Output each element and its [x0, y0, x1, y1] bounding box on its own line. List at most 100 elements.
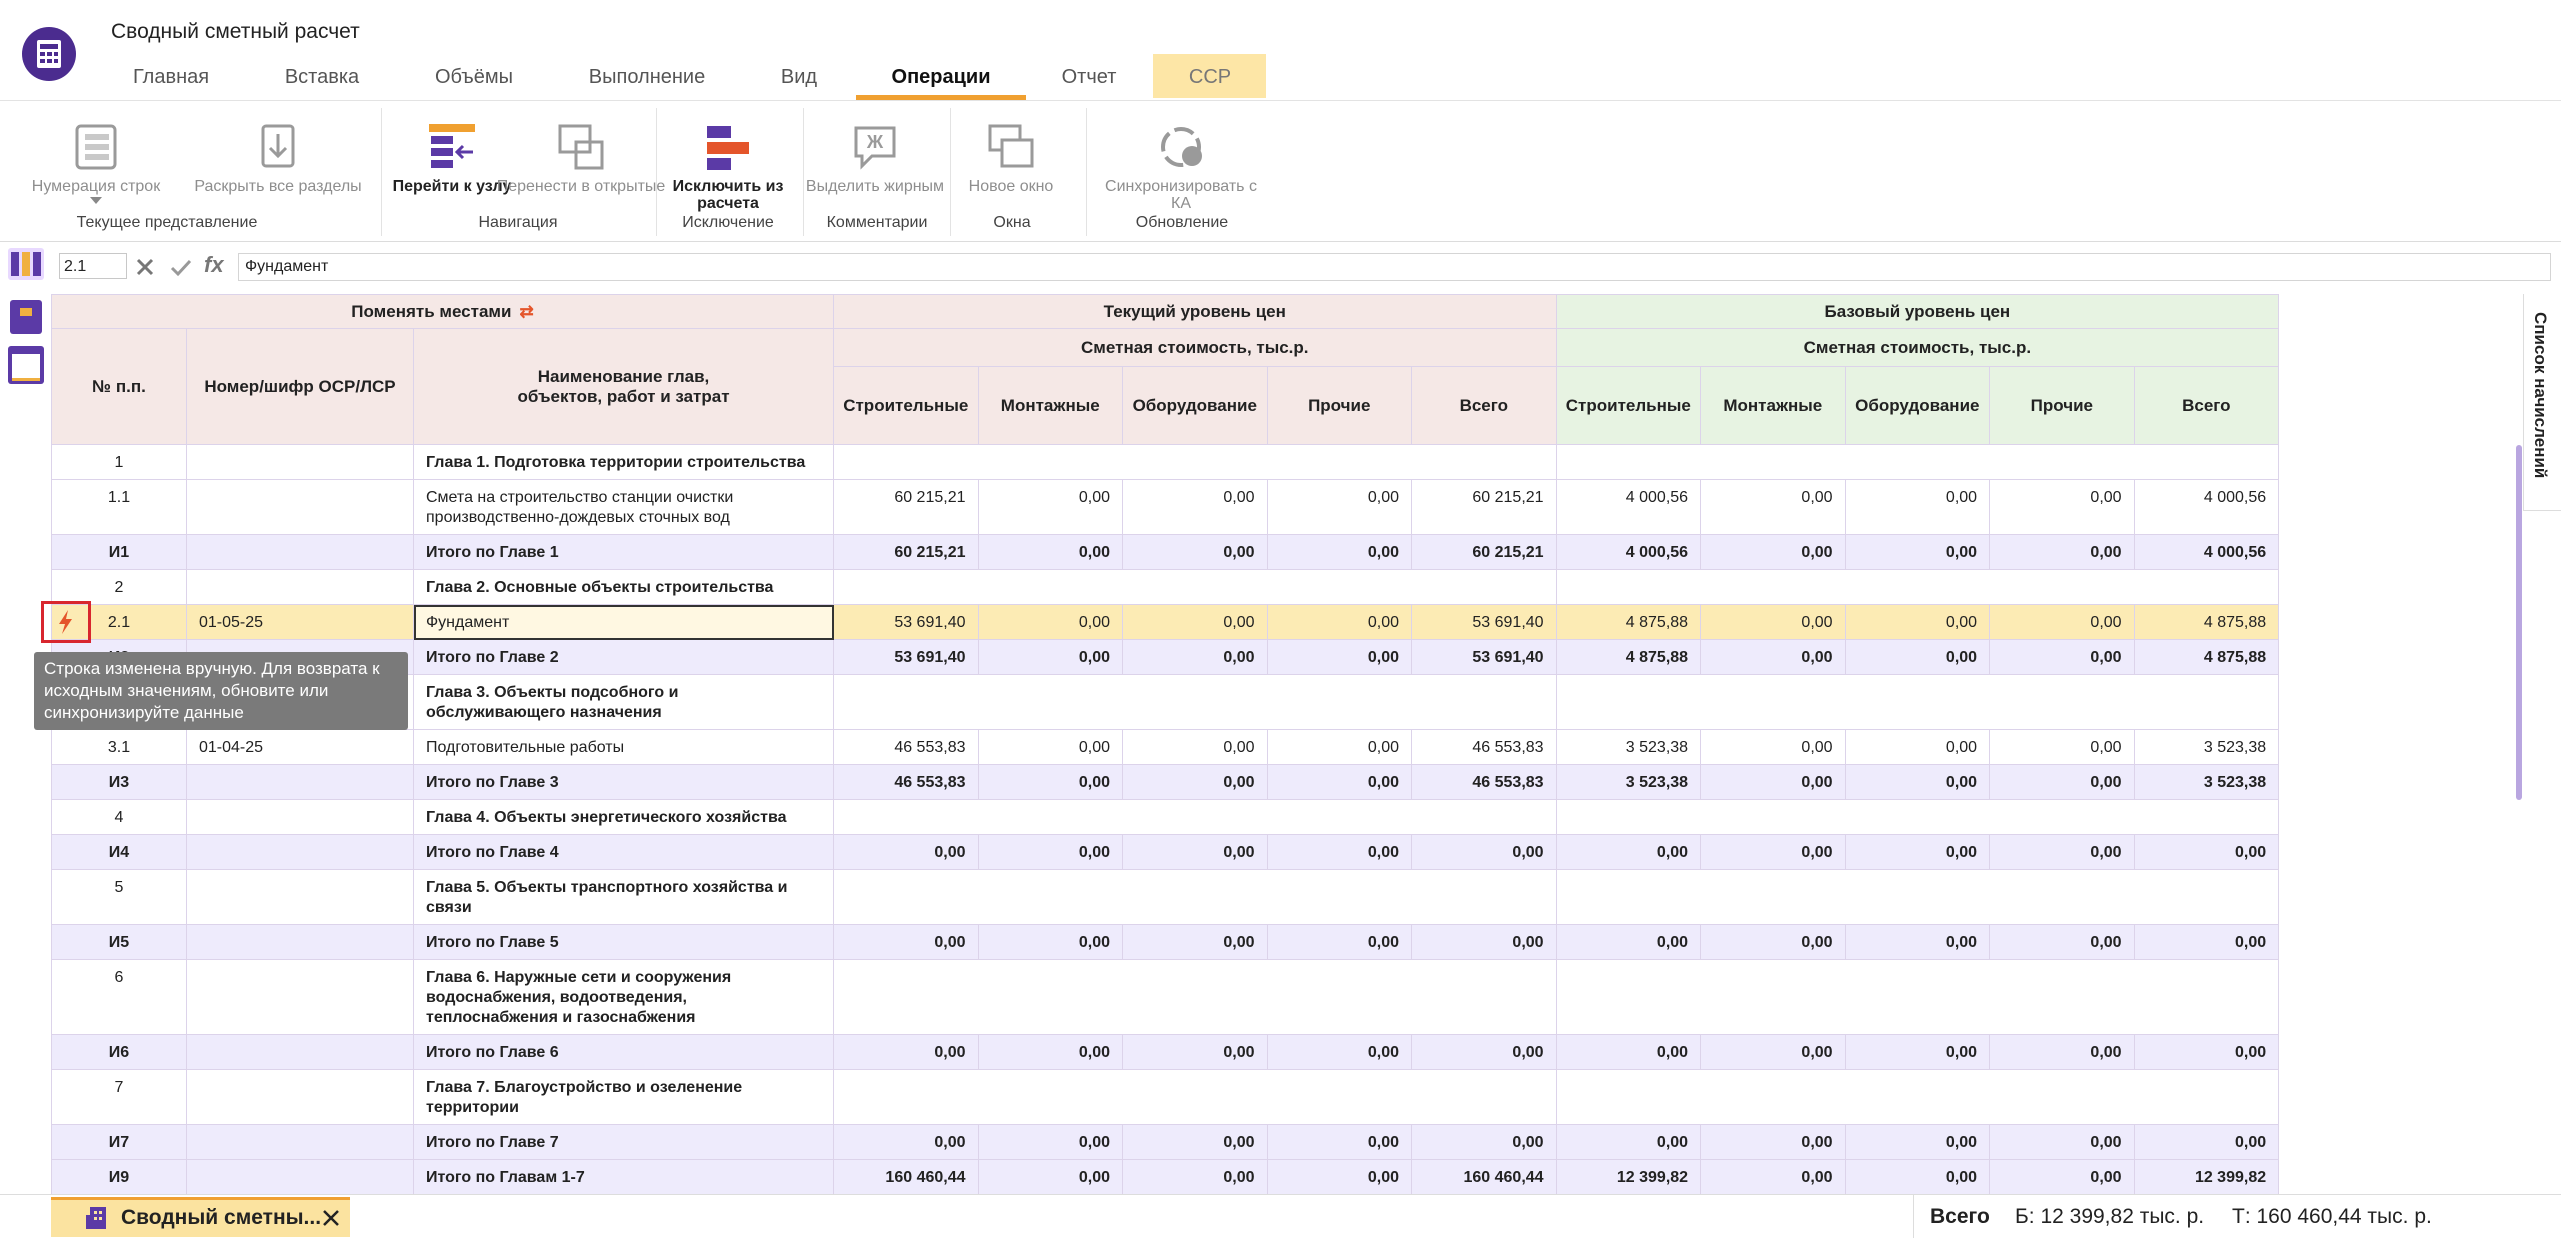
cost-value: 0,00: [2134, 835, 2279, 870]
cost-value: 0,00: [978, 1160, 1123, 1195]
group-label: Навигация: [478, 214, 557, 232]
close-tab[interactable]: [320, 1207, 342, 1229]
menu-tab[interactable]: Главная: [133, 62, 209, 98]
cost-value: 0,00: [978, 535, 1123, 570]
row-code: [187, 800, 414, 835]
table-row[interactable]: И1Итого по Главе 160 215,210,000,000,006…: [52, 535, 2279, 570]
cell-reference[interactable]: 2.1: [59, 253, 127, 279]
cost-value: 0,00: [978, 605, 1123, 640]
table-row[interactable]: И6Итого по Главе 60,000,000,000,000,000,…: [52, 1035, 2279, 1070]
table-row[interactable]: 5Глава 5. Объекты транспортного хозяйств…: [52, 870, 2279, 925]
swap-label[interactable]: Поменять местами: [351, 302, 511, 321]
ribbon-button[interactable]: Исключить из расчета: [643, 122, 813, 212]
button-label: Перенести в открытые: [496, 178, 666, 195]
row-code: [187, 1070, 414, 1125]
cost-empty: [1556, 570, 2279, 605]
table-row[interactable]: 7Глава 7. Благоустройство и озеленение т…: [52, 1070, 2279, 1125]
cost-value: 0,00: [1556, 1125, 1701, 1160]
cost-value: 4 875,88: [2134, 605, 2279, 640]
icon: [71, 122, 121, 172]
cost-value: 0,00: [1701, 835, 1846, 870]
header-cell: Прочие: [1990, 367, 2135, 445]
cost-value: 0,00: [1267, 605, 1412, 640]
cost-value: 0,00: [978, 765, 1123, 800]
swap-icon[interactable]: ⇄: [519, 302, 533, 321]
cost-value: 0,00: [1990, 835, 2135, 870]
table-row[interactable]: И3Итого по Главе 346 553,830,000,000,004…: [52, 765, 2279, 800]
table-row[interactable]: И4Итого по Главе 40,000,000,000,000,000,…: [52, 835, 2279, 870]
cost-value: 0,00: [1845, 1160, 1990, 1195]
row-number: 3.1: [52, 730, 187, 765]
cost-value: 0,00: [1267, 765, 1412, 800]
cost-value: 12 399,82: [2134, 1160, 2279, 1195]
menu-tab[interactable]: Операции: [892, 62, 991, 98]
cost-value: 0,00: [1701, 765, 1846, 800]
cost-value: 0,00: [1267, 835, 1412, 870]
cost-value: 0,00: [1990, 640, 2135, 675]
ribbon-button[interactable]: Перенести в открытые: [496, 122, 666, 195]
cost-value: 0,00: [1845, 730, 1990, 765]
modified-marker[interactable]: [41, 601, 91, 643]
cost-value: 0,00: [1990, 1160, 2135, 1195]
table-row[interactable]: 3.101-04-25Подготовительные работы46 553…: [52, 730, 2279, 765]
cost-value: 0,00: [1701, 1035, 1846, 1070]
ribbon-button[interactable]: Нумерация строк: [11, 122, 181, 204]
cost-value: 0,00: [1412, 1035, 1557, 1070]
table-row[interactable]: 1.1Смета на строительство станции очистк…: [52, 480, 2279, 535]
cost-value: 4 000,56: [1556, 535, 1701, 570]
menu-tab[interactable]: Отчет: [1062, 62, 1117, 98]
row-code: 01-04-25: [187, 730, 414, 765]
cost-value: 0,00: [834, 1125, 979, 1160]
cost-value: 160 460,44: [1412, 1160, 1557, 1195]
scrollbar[interactable]: [2516, 445, 2522, 800]
menu-tab[interactable]: Вставка: [285, 62, 359, 98]
cost-value: 0,00: [1556, 835, 1701, 870]
cost-value: 3 523,38: [2134, 730, 2279, 765]
menu-tab[interactable]: ССР: [1189, 62, 1231, 98]
cost-value: 0,00: [1123, 835, 1268, 870]
ribbon-button[interactable]: Синхронизировать с КА: [1096, 122, 1266, 212]
cost-value: 0,00: [1412, 925, 1557, 960]
button-label: Исключить из расчета: [643, 178, 813, 212]
cost-value: 0,00: [1701, 535, 1846, 570]
cost-value: 0,00: [1123, 605, 1268, 640]
table-row[interactable]: И7Итого по Главе 70,000,000,000,000,000,…: [52, 1125, 2279, 1160]
group-label: Комментарии: [827, 214, 928, 232]
row-number: И6: [52, 1035, 187, 1070]
app-icon: [22, 27, 76, 81]
table-row[interactable]: 1Глава 1. Подготовка территории строител…: [52, 445, 2279, 480]
cost-value: 0,00: [2134, 1035, 2279, 1070]
divider: [0, 241, 2561, 242]
cost-value: 53 691,40: [834, 640, 979, 675]
row-name: Итого по Главе 3: [414, 765, 834, 800]
ribbon-button[interactable]: Раскрыть все разделы: [193, 122, 363, 195]
ribbon-button[interactable]: Новое окно: [926, 122, 1096, 195]
cost-value: 0,00: [1556, 925, 1701, 960]
table-row[interactable]: И5Итого по Главе 50,000,000,000,000,000,…: [52, 925, 2279, 960]
row-code: [187, 765, 414, 800]
table-row[interactable]: 2.101-05-25Фундамент53 691,400,000,000,0…: [52, 605, 2279, 640]
header-cell: Оборудование: [1845, 367, 1990, 445]
cost-value: 0,00: [1123, 925, 1268, 960]
row-name: Итого по Главе 2: [414, 640, 834, 675]
table-row[interactable]: И9Итого по Главам 1-7160 460,440,000,000…: [52, 1160, 2279, 1195]
cost-value: 0,00: [978, 1035, 1123, 1070]
menu-tab[interactable]: Вид: [781, 62, 817, 98]
table-row[interactable]: 2Глава 2. Основные объекты строительства: [52, 570, 2279, 605]
row-name: Глава 2. Основные объекты строительства: [414, 570, 834, 605]
table-row[interactable]: 4Глава 4. Объекты энергетического хозяйс…: [52, 800, 2279, 835]
formula-input[interactable]: Фундамент: [238, 253, 2551, 281]
side-panel-title[interactable]: Список начислений: [2530, 312, 2550, 478]
row-code: [187, 1160, 414, 1195]
row-name: Глава 3. Объекты подсобного и обслуживаю…: [414, 675, 834, 730]
divider: [0, 100, 2561, 101]
menu-tab[interactable]: Объёмы: [435, 62, 513, 98]
cost-value: 4 875,88: [2134, 640, 2279, 675]
row-number: И4: [52, 835, 187, 870]
cost-value: 0,00: [1123, 535, 1268, 570]
menu-tab[interactable]: Выполнение: [589, 62, 705, 98]
cost-value: 4 875,88: [1556, 640, 1701, 675]
cost-value: 46 553,83: [1412, 730, 1557, 765]
table-row[interactable]: 6Глава 6. Наружные сети и сооружения вод…: [52, 960, 2279, 1035]
cost-value: 0,00: [1123, 730, 1268, 765]
